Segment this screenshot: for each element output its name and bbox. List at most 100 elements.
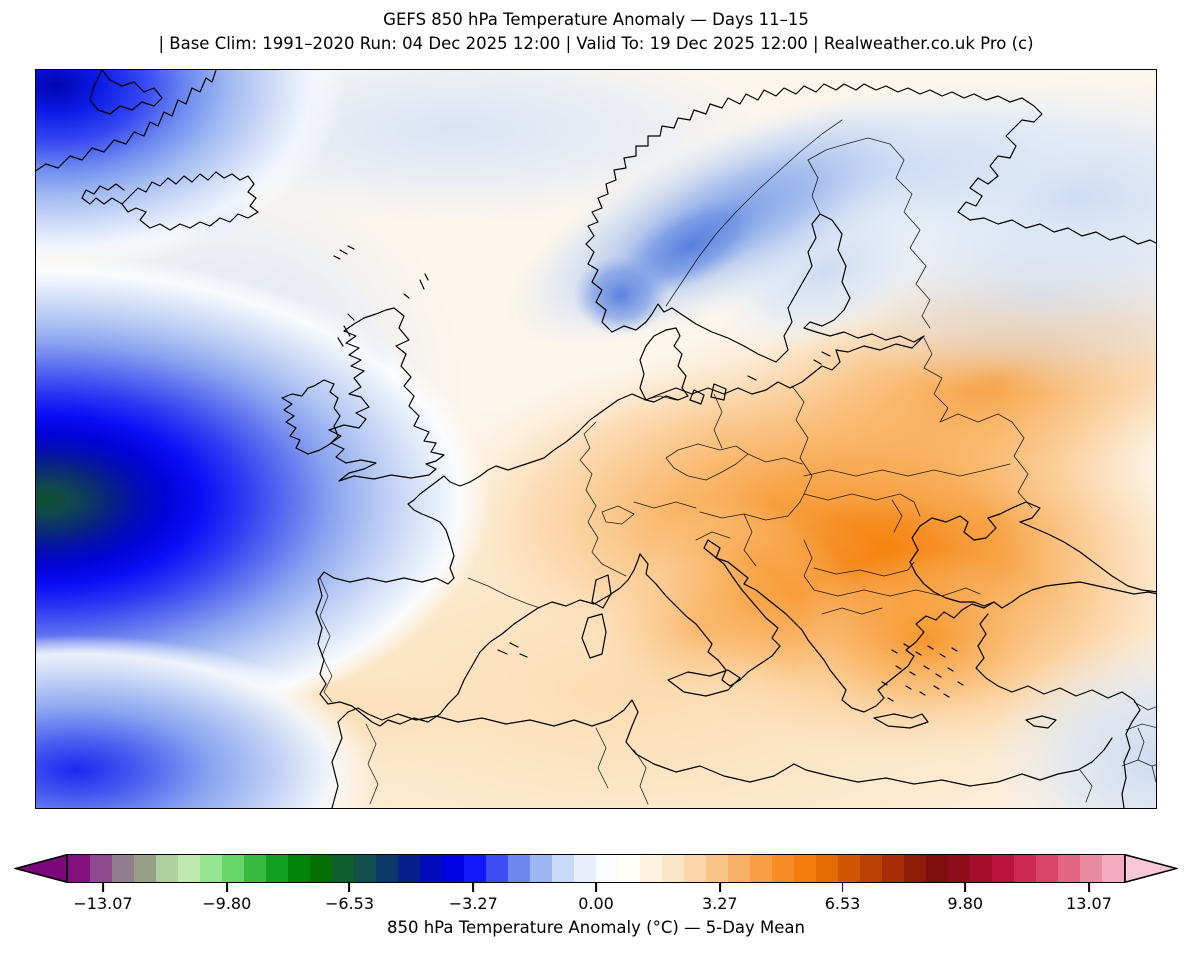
borders-layer xyxy=(319,119,1156,805)
colorbar-segment xyxy=(1014,855,1036,882)
border-syria-lebanon xyxy=(1125,723,1156,731)
coast-west-europe-iberia-westmed xyxy=(315,399,641,727)
coast-denmark xyxy=(639,327,689,403)
coast-norway-south-kattegat xyxy=(611,303,777,363)
border-romania-ukraine xyxy=(803,493,921,517)
colorbar-segment xyxy=(398,855,420,882)
colorbar-segment xyxy=(266,855,288,882)
colorbar-ticks: −13.07 −9.80 −6.53 −3.27 0.00 3.27 6.53 9.80 13.… xyxy=(67,883,1125,923)
colorbar-right-arrow xyxy=(1125,854,1178,883)
colorbar-segment xyxy=(816,855,838,882)
colorbar-segment xyxy=(200,855,222,882)
colorbar-left-arrow-shape xyxy=(14,854,67,883)
border-norway-sweden xyxy=(665,119,843,307)
border-portugal-spain xyxy=(319,577,333,703)
map-frame xyxy=(35,69,1157,809)
coast-sardinia xyxy=(581,613,607,659)
colorbar-tick-mark xyxy=(1088,883,1090,892)
cold-anomaly-atlantic-pool xyxy=(36,255,491,745)
border-slovenia-croatia xyxy=(695,531,731,541)
coast-greenland-peninsula xyxy=(89,70,163,115)
colorbar-tick-mark xyxy=(102,883,104,892)
border-jordan-vertical xyxy=(1137,727,1145,761)
border-morocco-algeria xyxy=(365,723,379,805)
coast-sicily xyxy=(667,669,741,697)
colorbar-segment xyxy=(706,855,728,882)
colorbar-tick-label: −6.53 xyxy=(324,894,374,913)
colorbar-label: 850 hPa Temperature Anomaly (°C) — 5-Day… xyxy=(386,918,805,937)
colorbar-tick-label: −3.27 xyxy=(448,894,498,913)
border-switzerland xyxy=(601,505,635,525)
colorbar-segment xyxy=(508,855,530,882)
coast-cyprus xyxy=(1025,715,1057,729)
border-bulgaria-greece-turkey xyxy=(813,587,981,597)
colorbar-segment xyxy=(904,855,926,882)
colorbar-segments xyxy=(67,854,1125,883)
colorbar-segment xyxy=(640,855,662,882)
colorbar-segment xyxy=(926,855,948,882)
cold-anomaly-layer xyxy=(36,70,1156,808)
border-finland-russia xyxy=(889,143,931,329)
coast-great-britain xyxy=(328,307,445,482)
coast-norway-kola-whitesea xyxy=(585,83,1156,333)
figure-title: GEFS 850 hPa Temperature Anomaly — Days … xyxy=(383,10,809,29)
border-slovakia-hungary xyxy=(747,453,803,465)
colorbar-segment xyxy=(662,855,684,882)
colorbar-segment xyxy=(794,855,816,882)
coast-adriatic-greece xyxy=(707,539,995,713)
colorbar-segment xyxy=(530,855,552,882)
colorbar-segment xyxy=(970,855,992,882)
colorbar-segment xyxy=(244,855,266,882)
colorbar-right-arrow-shape xyxy=(1125,854,1178,883)
colorbar-tick-mark xyxy=(595,883,597,892)
border-algeria-tunisia xyxy=(595,727,609,789)
colorbar-segment xyxy=(222,855,244,882)
coast-balearics xyxy=(497,642,528,658)
colorbar-segment xyxy=(684,855,706,882)
border-greece-albania-macedonia xyxy=(821,607,883,615)
coast-turkey-blacksea xyxy=(993,581,1156,609)
border-spain-france-pyrenees xyxy=(467,577,541,609)
border-ukraine-russia xyxy=(1011,421,1033,509)
colorbar-segment xyxy=(860,855,882,882)
colorbar-segment xyxy=(772,855,794,882)
colorbar-segment xyxy=(442,855,464,882)
anomaly-map xyxy=(36,70,1156,808)
colorbar-segment xyxy=(992,855,1014,882)
border-belarus-russia xyxy=(939,413,1013,423)
coast-blacksea-west xyxy=(909,525,995,607)
colorbar-segment xyxy=(310,855,332,882)
colorbar-tick-mark xyxy=(841,883,844,892)
colorbar-tick-label: 9.80 xyxy=(947,894,984,913)
border-poland-west-oder xyxy=(713,393,723,449)
coast-shetland xyxy=(403,273,429,299)
border-sweden-finland xyxy=(807,159,821,215)
coast-finland xyxy=(803,213,925,343)
colorbar-tick-label: 6.53 xyxy=(824,894,861,913)
colorbar-segment xyxy=(838,855,860,882)
coast-estonia-islands xyxy=(813,351,831,365)
colorbar-segment xyxy=(552,855,574,882)
colorbar-segment xyxy=(420,855,442,882)
colorbar-segment xyxy=(882,855,904,882)
colorbar-segment xyxy=(332,855,354,882)
colorbar-segment xyxy=(354,855,376,882)
border-finland-norway xyxy=(807,137,891,161)
coast-iceland-fjords xyxy=(81,183,125,205)
coast-north-africa xyxy=(331,699,1113,808)
coast-hebrides xyxy=(337,313,355,347)
colorbar-segment xyxy=(750,855,772,882)
colorbar-segment xyxy=(112,855,134,882)
colorbar-tick-mark xyxy=(964,883,967,892)
border-czech xyxy=(665,443,749,481)
coast-aegean-islands xyxy=(881,643,964,702)
colorbar-tick-mark xyxy=(225,883,228,892)
border-moldova xyxy=(891,499,903,533)
colorbar-tick-label: −13.07 xyxy=(73,894,133,913)
border-turkey-syria xyxy=(1133,701,1156,711)
border-serbia-bulgaria xyxy=(803,539,815,591)
coast-blacksea-north-crimea-azov xyxy=(919,501,1156,593)
coast-sweden-bothnia-west xyxy=(775,213,821,363)
coast-corsica xyxy=(591,574,612,609)
